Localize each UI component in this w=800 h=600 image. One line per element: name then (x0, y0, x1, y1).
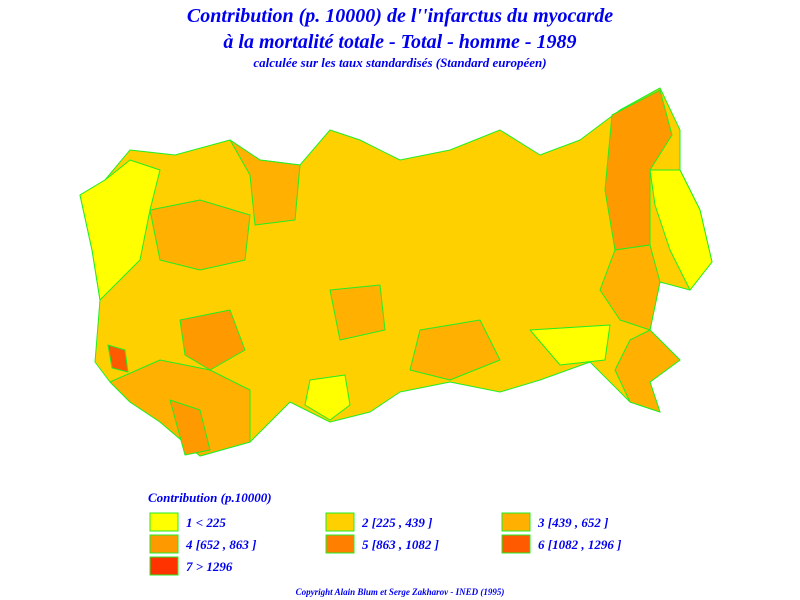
region (529, 324, 611, 366)
legend-label: 2 [225 , 439 ] (361, 515, 432, 530)
region (329, 284, 386, 341)
region (149, 199, 251, 271)
copyright: Copyright Alain Blum et Serge Zakharov -… (296, 587, 505, 597)
region (604, 89, 673, 251)
region (169, 399, 211, 456)
legend-swatch (325, 534, 355, 554)
region (304, 374, 351, 421)
title-line-2: à la mortalité totale - Total - homme - … (223, 31, 576, 53)
region (409, 319, 501, 381)
legend-label: 3 [439 , 652 ] (537, 515, 608, 530)
region (79, 159, 161, 301)
region (229, 139, 301, 226)
region (179, 309, 246, 371)
legend-swatch (149, 534, 179, 554)
legend-swatch (501, 512, 531, 532)
subtitle: calculée sur les taux standardisés (Stan… (253, 55, 546, 70)
region (614, 329, 681, 413)
legend-swatch (149, 512, 179, 532)
legend-label: 1 < 225 (186, 515, 226, 530)
legend-title: Contribution (p.10000) (148, 490, 272, 505)
legend-swatch (325, 512, 355, 532)
legend-label: 6 [1082 , 1296 ] (538, 537, 621, 552)
legend-label: 7 > 1296 (186, 559, 233, 574)
region (107, 344, 129, 373)
legend-swatch (149, 556, 179, 576)
legend-swatch (501, 534, 531, 554)
legend-label: 5 [863 , 1082 ] (362, 537, 439, 552)
title-line-1: Contribution (p. 10000) de l''infarctus … (187, 5, 613, 27)
legend: 1 < 225 2 [225 , 439 ] 3 [439 , 652 ] 4 [65… (149, 512, 621, 576)
map (79, 87, 713, 457)
region (649, 169, 713, 291)
legend-label: 4 [652 , 863 ] (185, 537, 256, 552)
